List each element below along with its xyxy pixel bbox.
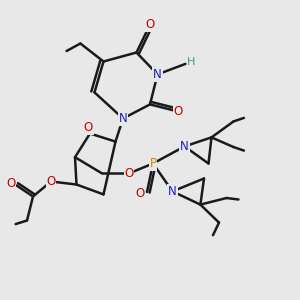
Text: N: N [168, 185, 177, 198]
Text: H: H [187, 57, 195, 68]
Text: O: O [146, 18, 154, 31]
Text: P: P [149, 157, 157, 170]
Text: O: O [174, 105, 183, 118]
Text: O: O [84, 121, 93, 134]
Text: O: O [135, 187, 144, 200]
Text: N: N [153, 68, 162, 81]
Text: O: O [124, 167, 134, 180]
Text: N: N [118, 112, 127, 125]
Text: O: O [46, 175, 56, 188]
Text: O: O [7, 177, 16, 190]
Text: N: N [180, 140, 189, 153]
